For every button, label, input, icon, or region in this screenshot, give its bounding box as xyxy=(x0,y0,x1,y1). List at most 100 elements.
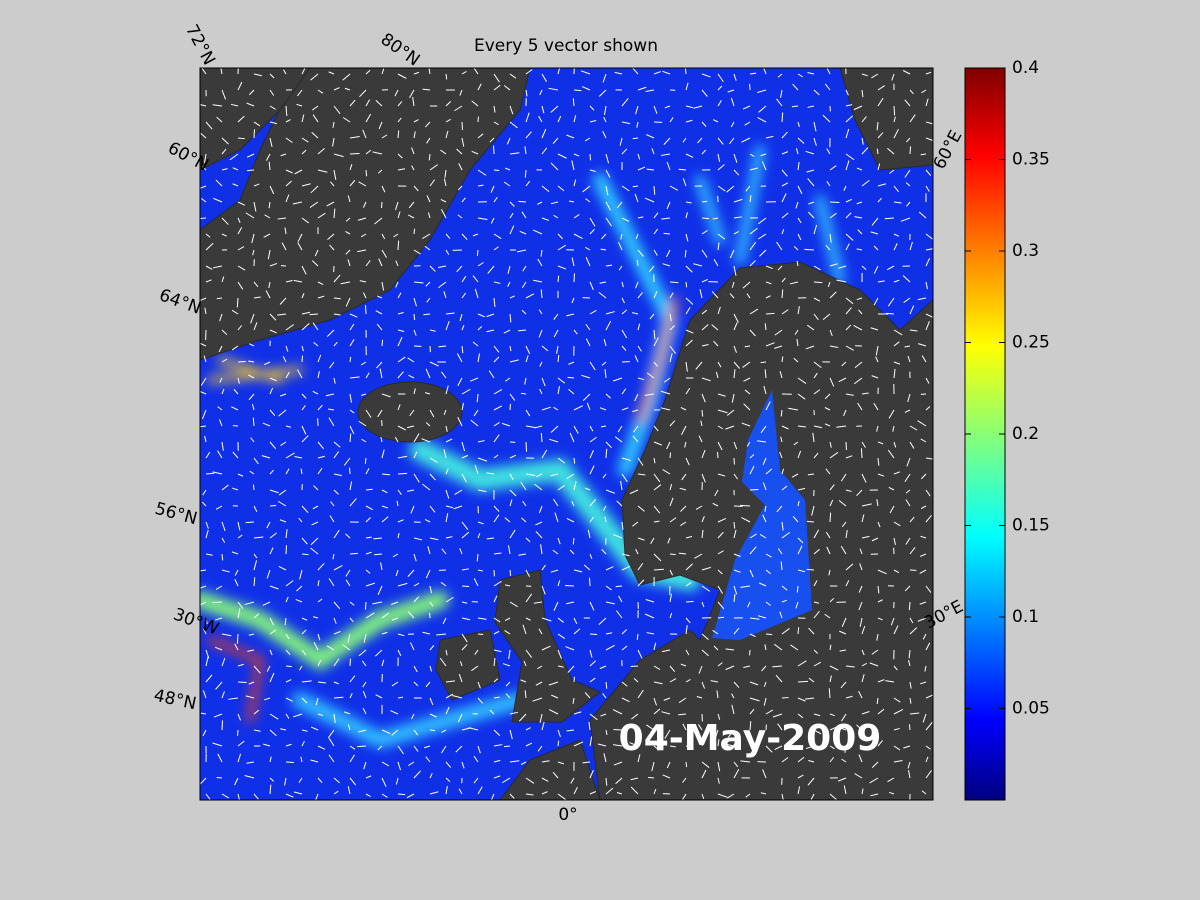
vector xyxy=(845,455,853,459)
vector xyxy=(621,98,629,107)
vector xyxy=(845,153,855,161)
vector xyxy=(298,777,303,783)
vector xyxy=(797,377,807,384)
vector xyxy=(461,531,470,539)
vector xyxy=(461,601,468,604)
vector xyxy=(758,233,767,240)
vector xyxy=(253,793,259,800)
vector xyxy=(605,777,608,786)
vector xyxy=(573,741,584,747)
vector xyxy=(442,617,447,625)
vector xyxy=(285,452,295,459)
vector xyxy=(328,417,335,427)
vector xyxy=(452,694,463,699)
vector xyxy=(632,409,639,413)
vector xyxy=(781,151,789,155)
vector xyxy=(653,329,656,340)
vector xyxy=(266,569,271,579)
vector xyxy=(925,694,933,699)
vector xyxy=(792,516,799,523)
vector xyxy=(493,454,499,459)
vector xyxy=(310,185,319,194)
vector xyxy=(293,279,303,283)
vector xyxy=(645,89,655,93)
vector xyxy=(269,504,277,507)
vector xyxy=(509,152,520,155)
vector xyxy=(477,83,482,91)
vector xyxy=(205,472,215,475)
vector xyxy=(333,617,337,624)
vector xyxy=(231,345,239,351)
vector xyxy=(726,409,735,416)
vector xyxy=(503,329,511,334)
vector xyxy=(524,690,527,699)
vector xyxy=(632,185,639,188)
vector xyxy=(397,633,405,637)
vector xyxy=(637,562,644,571)
vector xyxy=(395,569,399,577)
vector xyxy=(781,356,784,363)
vector xyxy=(649,313,655,320)
vector xyxy=(422,88,431,91)
vector xyxy=(509,105,514,115)
vector xyxy=(269,89,275,96)
vector xyxy=(573,153,580,157)
vector xyxy=(701,393,706,403)
vector xyxy=(813,580,818,587)
vector xyxy=(570,777,575,784)
vector xyxy=(583,564,591,571)
vector xyxy=(618,595,623,603)
vector xyxy=(729,249,735,259)
vector xyxy=(729,137,735,145)
vector xyxy=(201,68,207,75)
vector xyxy=(407,611,415,619)
vector xyxy=(201,198,207,203)
vector xyxy=(372,601,383,605)
vector xyxy=(824,83,831,91)
vector xyxy=(908,659,911,667)
vector xyxy=(797,137,805,144)
vector xyxy=(616,792,623,795)
vector xyxy=(493,421,500,427)
vector xyxy=(701,601,705,608)
vector xyxy=(377,745,383,751)
vector xyxy=(717,233,726,240)
vector xyxy=(781,131,788,139)
vector xyxy=(249,343,255,347)
vector xyxy=(637,166,646,171)
vector xyxy=(907,761,911,769)
vector xyxy=(669,745,676,748)
vector xyxy=(781,277,786,283)
vector xyxy=(301,680,312,683)
vector xyxy=(554,512,559,523)
vector xyxy=(807,105,815,108)
vector xyxy=(845,243,850,251)
vector xyxy=(749,533,757,539)
vector xyxy=(854,216,863,219)
vector xyxy=(727,729,735,738)
vector xyxy=(215,585,223,590)
vector xyxy=(263,233,271,238)
vector xyxy=(493,297,496,308)
vector xyxy=(637,579,645,587)
vector xyxy=(893,341,900,347)
vector xyxy=(269,387,274,395)
vector xyxy=(268,161,271,171)
vector xyxy=(701,473,706,483)
vector xyxy=(349,409,355,414)
vector xyxy=(413,745,419,752)
vector xyxy=(667,537,671,544)
vector xyxy=(461,644,468,651)
vector xyxy=(808,201,815,205)
vector xyxy=(906,201,911,207)
vector xyxy=(813,265,821,271)
vector xyxy=(925,71,932,75)
vector xyxy=(621,697,630,703)
vector xyxy=(909,546,916,555)
vector xyxy=(280,441,287,447)
vector xyxy=(487,265,495,274)
vector xyxy=(541,105,545,114)
vector xyxy=(221,793,229,799)
vector xyxy=(909,697,912,704)
vector xyxy=(605,566,614,571)
